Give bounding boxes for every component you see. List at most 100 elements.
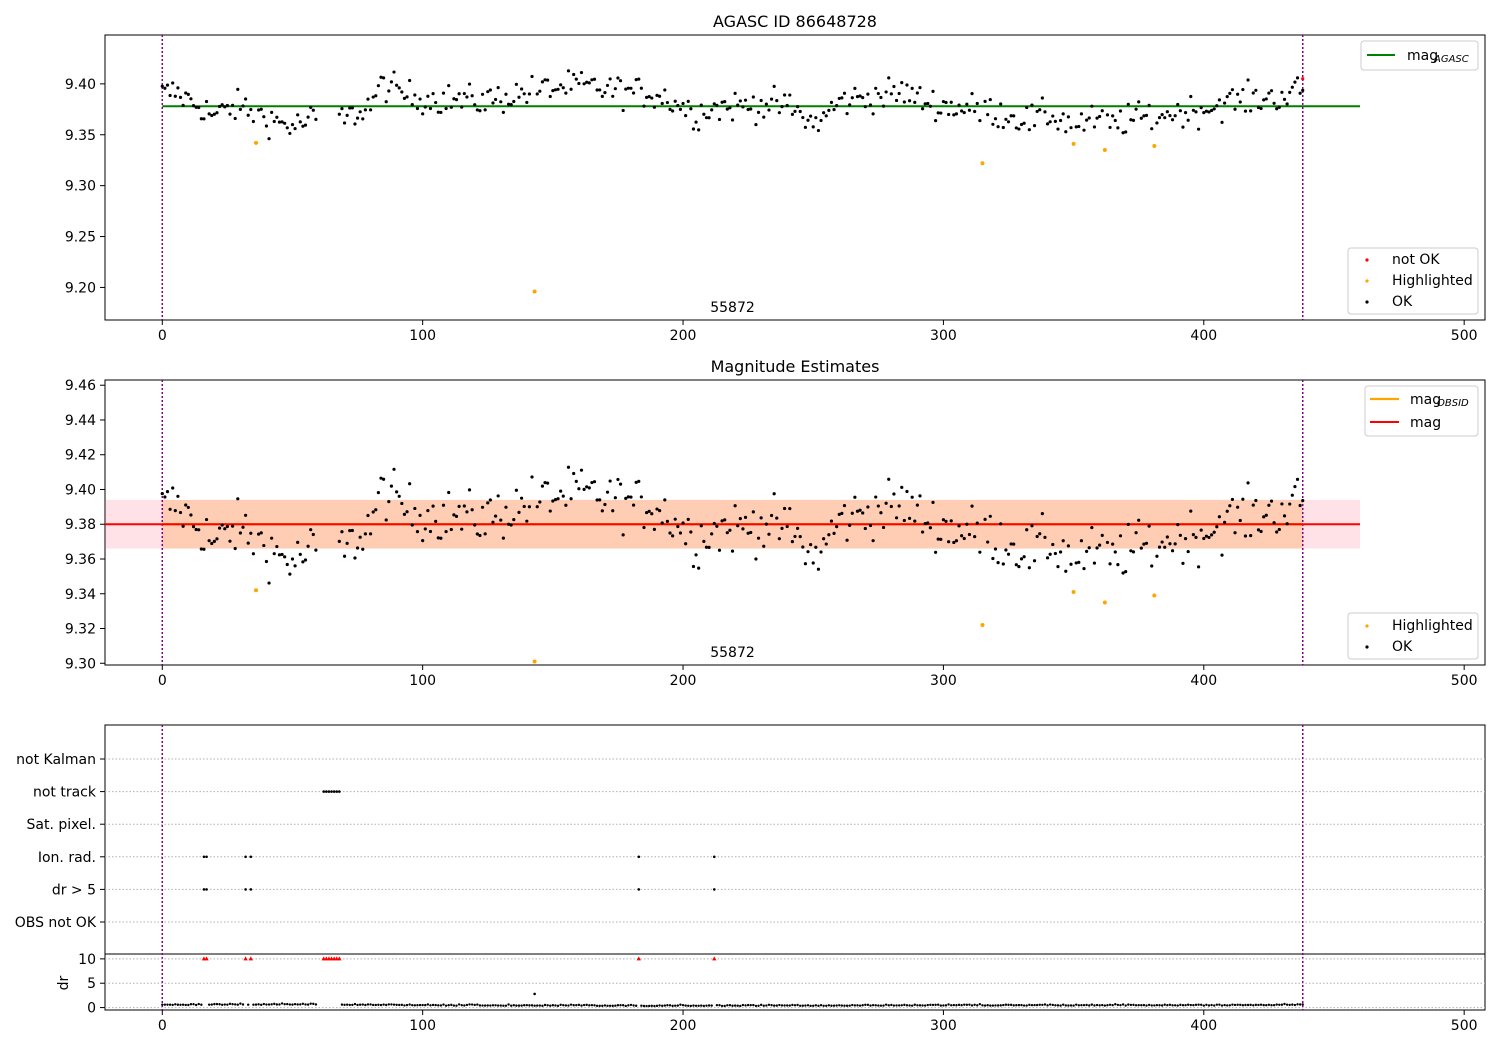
magnitude-ok-point xyxy=(337,539,341,543)
magnitude-ok-point xyxy=(936,537,940,541)
agasc-ok-point xyxy=(504,92,508,96)
magnitude-ok-point xyxy=(376,490,380,495)
agasc-ok-point xyxy=(1272,101,1276,105)
agasc-ok-point xyxy=(889,92,893,96)
magnitude-ok-point xyxy=(850,511,854,515)
flag-row-label: dr > 5 xyxy=(52,882,96,898)
dr-point xyxy=(963,1003,966,1006)
magnitude-ok-point xyxy=(986,540,990,544)
magnitude-ok-point xyxy=(176,494,180,498)
magnitude-ok-point xyxy=(952,540,956,545)
dr-point xyxy=(1246,1003,1250,1007)
agasc-ok-point xyxy=(186,92,190,96)
agasc-ok-point xyxy=(1282,97,1287,101)
agasc-ok-point xyxy=(1074,125,1078,129)
agasc-highlighted-point xyxy=(980,161,985,166)
magnitude-ok-point xyxy=(564,503,568,507)
magnitude-ok-point xyxy=(855,509,860,513)
magnitude-ok-point xyxy=(431,504,435,508)
dr-point xyxy=(647,1004,651,1008)
magnitude-ok-point xyxy=(488,498,492,502)
agasc-ok-point xyxy=(1223,101,1227,105)
dr-point xyxy=(1080,1003,1083,1007)
dr-point xyxy=(895,1004,898,1007)
dr-point xyxy=(1022,1004,1026,1007)
dr-point xyxy=(468,1003,471,1006)
magnitude-ok-point xyxy=(434,519,438,523)
dr-point xyxy=(223,1003,226,1006)
magnitude-ok-point xyxy=(829,519,834,523)
magnitude-ok-point xyxy=(918,494,922,498)
agasc-ok-point xyxy=(564,91,568,95)
magnitude-ok-point xyxy=(1259,529,1263,534)
agasc-ok-point xyxy=(217,104,222,109)
dr-point xyxy=(437,1004,440,1007)
magnitude-ok-point xyxy=(678,531,683,535)
dr-point xyxy=(405,1003,409,1007)
agasc-ok-point xyxy=(1144,113,1149,117)
magnitude-ok-point xyxy=(624,496,628,500)
magnitude-ok-point xyxy=(303,558,308,562)
magnitude-ok-point xyxy=(215,537,219,541)
dr-point xyxy=(1098,1004,1101,1007)
dr-point xyxy=(692,1004,695,1007)
magnitude-ok-point xyxy=(769,513,774,518)
agasc-ok-point xyxy=(1243,109,1248,113)
agasc-ok-point xyxy=(517,95,521,99)
agasc-ok-point xyxy=(1277,105,1281,109)
agasc-ok-point xyxy=(863,105,867,109)
agasc-ok-point xyxy=(1092,125,1097,129)
agasc-ok-point xyxy=(894,98,899,103)
dr-point xyxy=(1082,1003,1086,1007)
magnitude-ok-point xyxy=(892,492,896,496)
magnitude-ok-point xyxy=(1212,530,1216,534)
agasc-legend-marker-highlighted xyxy=(1365,279,1369,283)
agasc-ok-point xyxy=(676,103,680,108)
magnitude-ok-point xyxy=(191,525,196,529)
agasc-ok-point xyxy=(1150,127,1154,131)
dr-point xyxy=(809,1004,812,1008)
agasc-ok-point xyxy=(368,108,373,112)
dr-point xyxy=(390,1003,393,1006)
magnitude-ok-point xyxy=(585,485,589,489)
magnitude-ok-point xyxy=(1082,566,1086,571)
magnitude-ok-point xyxy=(772,492,776,496)
magnitude-ok-point xyxy=(879,511,883,515)
dr-point xyxy=(983,1004,987,1007)
agasc-ok-point xyxy=(314,117,318,121)
dr-point xyxy=(1030,1003,1034,1007)
magnitude-ok-point xyxy=(652,527,656,531)
agasc-ok-point xyxy=(1210,108,1214,113)
magnitude-ok-point xyxy=(1246,481,1250,485)
dr-point xyxy=(1145,1004,1148,1007)
dr-point xyxy=(1127,1003,1130,1006)
agasc-ok-point xyxy=(303,123,308,127)
magnitude-ok-point xyxy=(251,552,256,556)
dr-point xyxy=(739,1004,742,1008)
agasc-ok-point xyxy=(1290,85,1294,89)
magnitude-ok-point xyxy=(202,547,206,551)
agasc-ok-point xyxy=(475,108,479,112)
dr-point xyxy=(353,1002,357,1006)
dr-point xyxy=(1194,1003,1198,1007)
magnitude-ok-point xyxy=(822,537,826,541)
flags-xtick-label: 400 xyxy=(1190,1018,1217,1034)
dr-point xyxy=(640,1004,643,1007)
dr-point xyxy=(601,1004,604,1008)
dr-point xyxy=(374,1003,377,1007)
magnitude-ok-point xyxy=(530,475,534,479)
agasc-ok-point xyxy=(280,120,284,124)
flags-xtick-label: 500 xyxy=(1451,1018,1478,1034)
magnitude-ok-point xyxy=(475,532,479,536)
magnitude-ok-point xyxy=(1160,540,1164,544)
agasc-ok-point xyxy=(1293,80,1297,84)
agasc-ok-point xyxy=(605,83,610,88)
dr-point xyxy=(843,1004,846,1007)
agasc-legend-marker-not-ok xyxy=(1365,258,1369,262)
magnitude-ytick-label: 9.46 xyxy=(65,378,96,394)
agasc-ok-point xyxy=(790,112,794,116)
agasc-ok-point xyxy=(637,77,641,81)
agasc-ok-point xyxy=(415,106,420,111)
agasc-marker-legend: not OK Highlighted OK xyxy=(1347,247,1479,315)
dr-point xyxy=(520,1004,523,1007)
